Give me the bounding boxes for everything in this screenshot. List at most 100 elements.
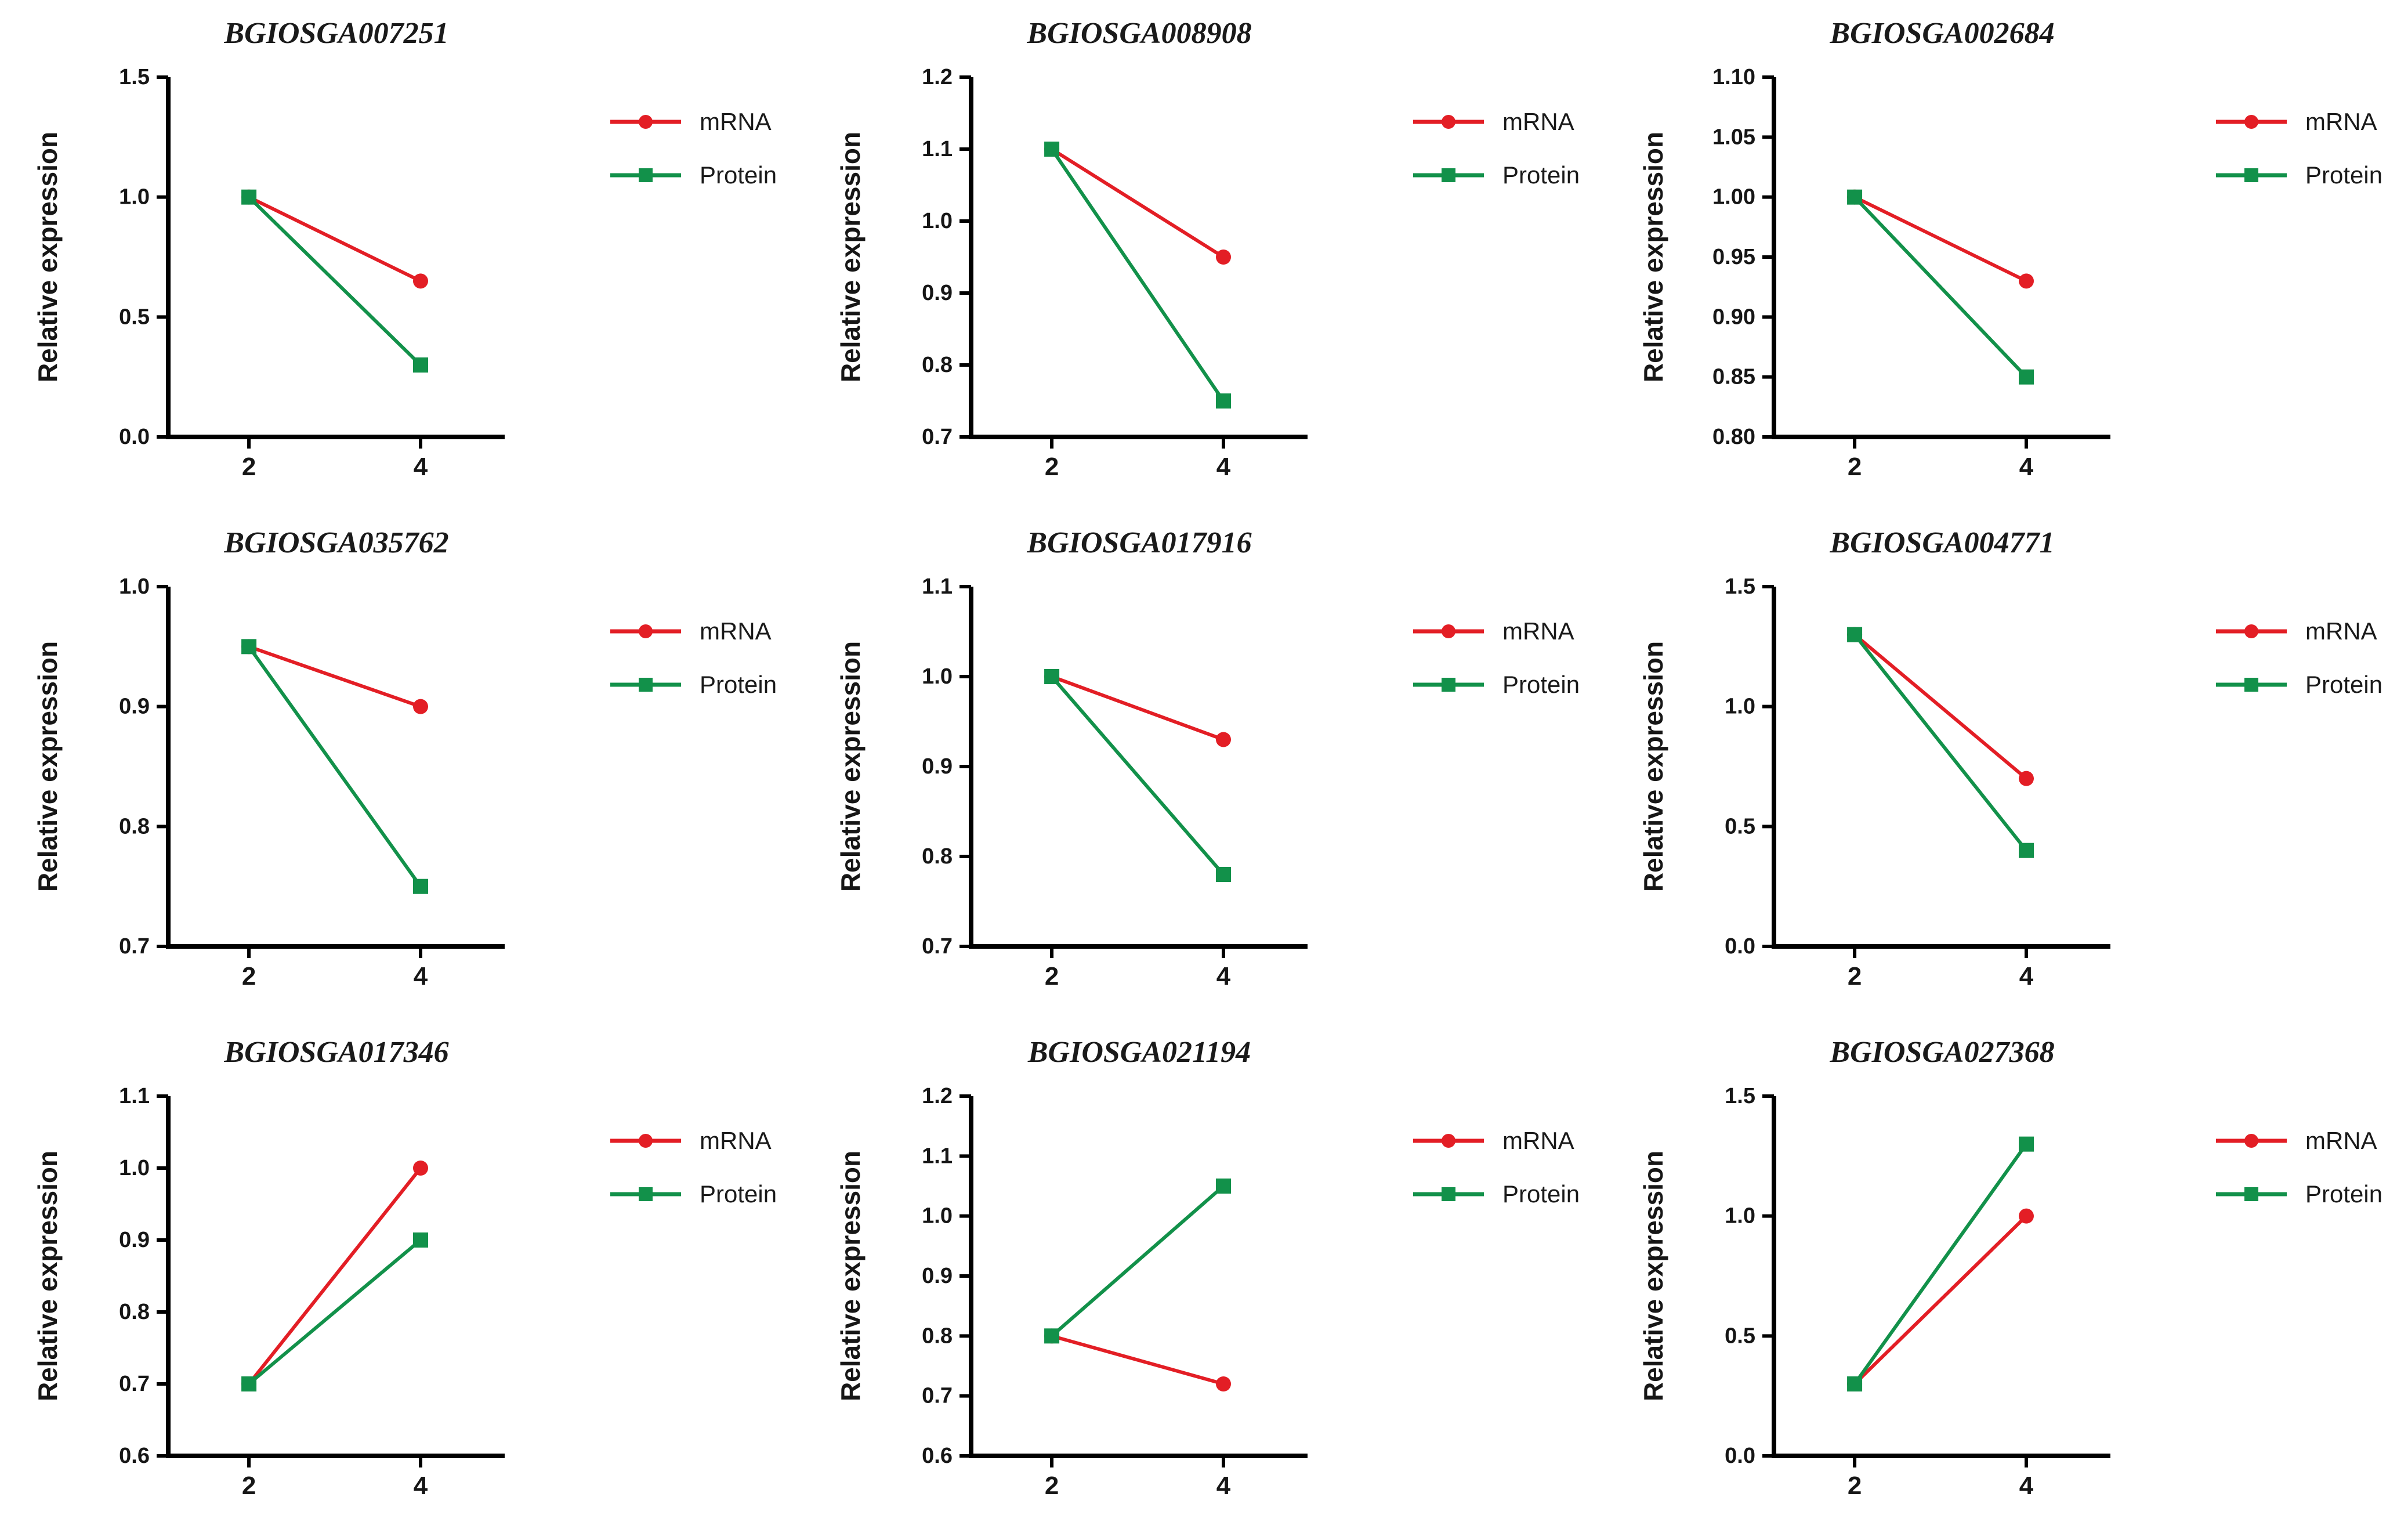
- chart-legend: mRNA Protein: [1411, 110, 1580, 187]
- legend-item-mrna: mRNA: [608, 1129, 777, 1153]
- x-tick-label: 4: [1216, 453, 1231, 481]
- x-tick-label: 2: [1848, 1472, 1862, 1500]
- x-tick-label: 4: [414, 962, 428, 991]
- protein-marker: [1847, 627, 1863, 642]
- y-axis-title: Relative expression: [1638, 1151, 1668, 1401]
- protein-line-square-icon: [610, 168, 681, 182]
- y-tick-label: 1.0: [922, 1204, 953, 1228]
- mrna-marker: [1216, 1376, 1231, 1391]
- chart-title: BGIOSGA021194: [1027, 1036, 1251, 1069]
- mrna-marker: [2019, 273, 2034, 289]
- protein-line: [247, 645, 422, 888]
- protein-line: [1050, 148, 1225, 402]
- y-tick-label: 0.90: [1712, 305, 1755, 329]
- legend-item-protein: Protein: [1411, 1182, 1580, 1206]
- protein-marker: [413, 1232, 428, 1248]
- y-tick-label: 1.5: [1725, 574, 1755, 599]
- y-tick-label: 0.8: [119, 814, 150, 838]
- chart-legend: mRNA Protein: [2214, 1129, 2382, 1206]
- chart-legend: mRNA Protein: [1411, 1129, 1580, 1206]
- axes-lines: [1772, 1096, 2110, 1458]
- protein-line-square-icon: [1413, 1187, 1484, 1201]
- legend-item-mrna: mRNA: [2214, 619, 2382, 644]
- protein-line: [1853, 633, 2028, 852]
- chart-panel-BGIOSGA017346: BGIOSGA017346 Relative expression 0.6 0.7 0…: [0, 1019, 803, 1529]
- y-tick-label: 1.05: [1712, 125, 1755, 149]
- chart-row: Relative expression 0.80 0.85 0.90 0.95 1.00 1…: [1629, 54, 2408, 496]
- chart-plot: Relative expression 0.7 0.8 0.9 1.0 1.1 1.2 2 4: [835, 65, 1308, 481]
- y-tick-label: 0.0: [119, 425, 150, 449]
- legend-item-mrna: mRNA: [608, 619, 777, 644]
- protein-marker: [2019, 1136, 2034, 1152]
- protein-line: [1051, 1184, 1225, 1338]
- protein-line-square-icon: [610, 1187, 681, 1201]
- legend-label-protein: Protein: [700, 1180, 777, 1208]
- protein-line-square-icon: [1413, 168, 1484, 182]
- chart-plot: Relative expression 0.0 0.5 1.0 1.5 2 4: [1638, 574, 2110, 991]
- y-tick-label: 0.7: [922, 1384, 953, 1408]
- y-tick-label: 0.95: [1712, 245, 1755, 269]
- mrna-line: [1051, 1334, 1224, 1386]
- axes-lines: [969, 1096, 1308, 1458]
- chart-legend: mRNA Protein: [608, 619, 777, 697]
- chart-legend: mRNA Protein: [2214, 110, 2382, 187]
- y-tick-label: 0.8: [922, 844, 953, 869]
- protein-marker: [413, 357, 428, 373]
- y-tick-label: 1.5: [1725, 1084, 1755, 1108]
- mrna-marker: [413, 1161, 428, 1176]
- chart-title: BGIOSGA002684: [1830, 17, 2055, 50]
- mrna-line-circle-icon: [1413, 115, 1484, 129]
- x-tick-label: 4: [414, 1472, 428, 1500]
- protein-line: [1853, 196, 2028, 378]
- y-tick-label: 0.5: [119, 305, 150, 329]
- y-tick-label: 1.0: [1725, 1204, 1755, 1228]
- legend-label-mrna: mRNA: [2305, 617, 2377, 645]
- y-tick-label: 0.7: [119, 1372, 150, 1396]
- protein-marker: [413, 879, 428, 894]
- x-tick-label: 2: [1848, 453, 1862, 481]
- axes-lines: [969, 77, 1308, 439]
- chart-row: Relative expression 0.0 0.5 1.0 1.5 2 4 mRNA P…: [1629, 563, 2408, 1006]
- chart-row: Relative expression 0.7 0.8 0.9 1.0 2 4 mRNA P…: [23, 563, 803, 1006]
- y-tick-label: 0.6: [119, 1444, 150, 1468]
- x-tick-label: 2: [242, 962, 256, 991]
- legend-label-protein: Protein: [700, 671, 777, 698]
- y-tick-label: 0.9: [119, 695, 150, 719]
- mrna-marker: [1216, 250, 1231, 265]
- x-tick-label: 4: [2019, 962, 2034, 991]
- protein-line-square-icon: [610, 678, 681, 692]
- y-tick-label: 1.00: [1712, 185, 1755, 209]
- protein-marker: [1216, 867, 1231, 882]
- chart-plot: Relative expression 0.0 0.5 1.0 1.5 2 4: [32, 65, 505, 481]
- legend-label-protein: Protein: [2305, 161, 2383, 189]
- chart-plot: Relative expression 0.0 0.5 1.0 1.5 2 4: [1638, 1084, 2110, 1500]
- y-tick-label: 0.0: [1725, 934, 1755, 959]
- protein-marker: [2019, 843, 2034, 858]
- mrna-marker: [1216, 732, 1231, 747]
- y-tick-label: 1.0: [119, 574, 150, 599]
- y-axis-title: Relative expression: [1638, 132, 1668, 382]
- x-tick-label: 2: [1045, 1472, 1059, 1500]
- chart-row: Relative expression 0.6 0.7 0.8 0.9 1.0 1.1 2 4 …: [23, 1073, 803, 1515]
- chart-panel-BGIOSGA004771: BGIOSGA004771 Relative expression 0.0 0.5 1…: [1606, 509, 2408, 1019]
- legend-item-mrna: mRNA: [2214, 1129, 2382, 1153]
- chart-legend: mRNA Protein: [608, 1129, 777, 1206]
- protein-line-square-icon: [2216, 168, 2287, 182]
- mrna-line: [248, 195, 422, 283]
- legend-item-protein: Protein: [608, 673, 777, 697]
- y-tick-label: 1.5: [119, 65, 150, 89]
- legend-item-mrna: mRNA: [1411, 110, 1580, 134]
- legend-label-mrna: mRNA: [2305, 1127, 2377, 1154]
- chart-plot: Relative expression 0.7 0.8 0.9 1.0 2 4: [32, 574, 505, 991]
- y-axis-title: Relative expression: [835, 641, 866, 892]
- protein-line: [248, 1238, 422, 1386]
- y-axis-title: Relative expression: [835, 1151, 866, 1401]
- legend-label-protein: Protein: [1502, 161, 1580, 189]
- x-tick-label: 4: [2019, 453, 2034, 481]
- legend-item-mrna: mRNA: [2214, 110, 2382, 134]
- chart-plot: Relative expression 0.6 0.7 0.8 0.9 1.0 1.1 2 4: [32, 1084, 505, 1500]
- mrna-line-circle-icon: [2216, 1134, 2287, 1148]
- chart-title: BGIOSGA035762: [224, 526, 449, 559]
- x-tick-label: 2: [1045, 453, 1059, 481]
